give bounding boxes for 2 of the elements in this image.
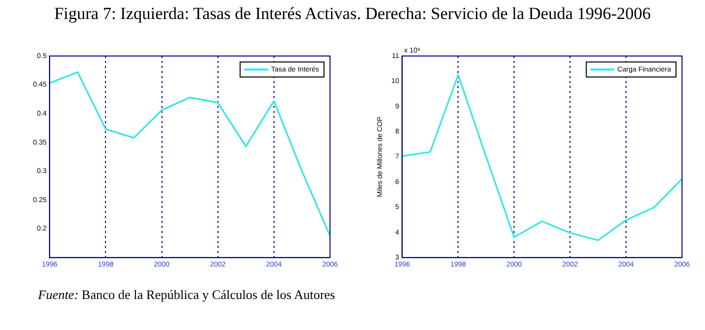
chart-title: Figura 7: Izquierda: Tasas de Interés Activas. Derecha: Servicio de la Deuda 1996-2006 <box>53 4 652 24</box>
source-note: Fuente: Banco de la República y Cálculos de los Autores <box>38 287 336 303</box>
